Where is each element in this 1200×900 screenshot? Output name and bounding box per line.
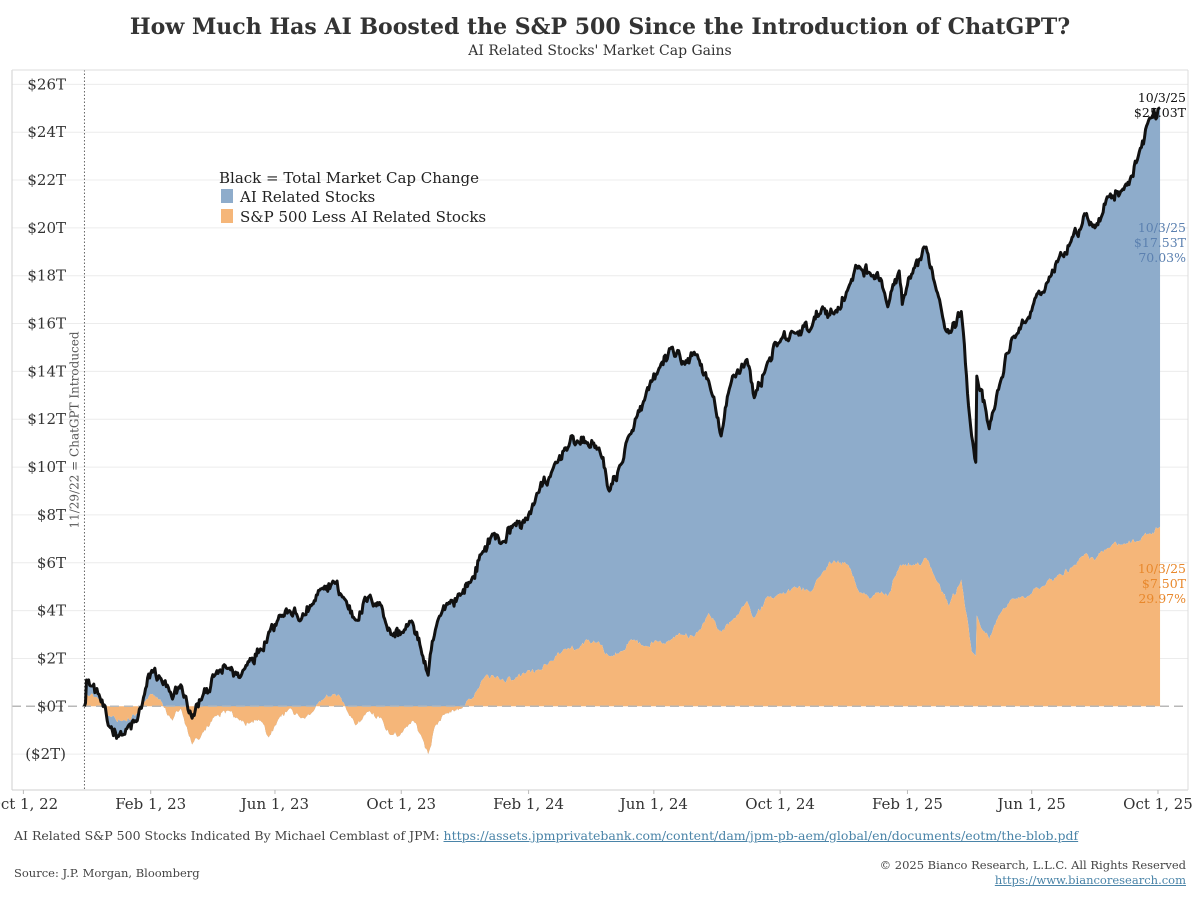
website-link[interactable]: https://www.biancoresearch.com	[994, 873, 1186, 887]
legend-header: Black = Total Market Cap Change	[219, 169, 479, 187]
total-market-cap-line	[83, 106, 1161, 740]
x-tick-label: Oct 1, 23	[366, 795, 436, 813]
y-tick-label: $10T	[27, 458, 66, 476]
footnote-link[interactable]: https://assets.jpmprivatebank.com/conten…	[443, 828, 1079, 843]
y-tick-label: $8T	[37, 506, 66, 524]
total-line	[83, 106, 1161, 740]
x-tick-label: Feb 1, 23	[115, 795, 186, 813]
y-tick-label: $16T	[27, 315, 66, 333]
end-label-non-ai-value: $7.50T	[1142, 576, 1187, 591]
end-label-ai-pct: 70.03%	[1138, 250, 1186, 265]
y-tick-label: $26T	[27, 75, 66, 93]
chart-title: How Much Has AI Boosted the S&P 500 Sinc…	[129, 14, 1071, 40]
y-tick-label: $4T	[37, 602, 66, 620]
x-tick-label: Jun 1, 23	[239, 795, 309, 813]
legend-label-non-ai: S&P 500 Less AI Related Stocks	[240, 208, 486, 226]
x-tick-label: Feb 1, 24	[493, 795, 564, 813]
chatgpt-vline: 11/29/22 = ChatGPT Introduced	[67, 70, 85, 790]
x-tick-label: Feb 1, 25	[872, 795, 943, 813]
legend-swatch-non-ai	[221, 209, 233, 223]
market-cap-chart: 11/29/22 = ChatGPT Introduced ($2T) $0T $2…	[0, 69, 1193, 813]
source-note: Source: J.P. Morgan, Bloomberg	[14, 866, 200, 880]
y-axis-ticks: ($2T) $0T $2T $4T $6T $8T $10T $12T $14T $16T $18T…	[25, 75, 66, 763]
y-tick-label: $24T	[27, 123, 66, 141]
axes	[11, 69, 1189, 791]
chatgpt-vline-label: 11/29/22 = ChatGPT Introduced	[67, 331, 81, 528]
chart-subtitle: AI Related Stocks' Market Cap Gains	[468, 43, 732, 59]
legend-label-ai: AI Related Stocks	[239, 188, 375, 206]
y-tick-label: $20T	[27, 219, 66, 237]
y-tick-label: $14T	[27, 362, 66, 380]
y-tick-label: $2T	[37, 649, 66, 667]
footnote: AI Related S&P 500 Stocks Indicated By M…	[14, 828, 1078, 843]
x-tick-label: Jun 1, 25	[996, 795, 1066, 813]
y-tick-label: $12T	[27, 410, 66, 428]
end-labels: 10/3/25$25.03T10/3/25$17.53T70.03%10/3/2…	[1134, 90, 1187, 606]
x-tick-label: Oct 1, 22	[0, 795, 58, 813]
ai-related-area	[84, 107, 1161, 755]
end-label-total-value: $25.03T	[1134, 105, 1187, 120]
end-label-total-date: 10/3/25	[1138, 90, 1186, 105]
copyright-block: © 2025 Bianco Research, L.L.C. All Right…	[880, 858, 1186, 888]
y-tick-label: $0T	[37, 697, 66, 715]
y-tick-label: ($2T)	[25, 745, 66, 763]
x-tick-label: Oct 1, 25	[1123, 795, 1193, 813]
x-tick-label: Jun 1, 24	[618, 795, 688, 813]
end-label-ai-value: $17.53T	[1134, 235, 1187, 250]
area-series	[84, 107, 1161, 755]
footnote-text: AI Related S&P 500 Stocks Indicated By M…	[14, 828, 444, 843]
y-tick-label: $22T	[27, 171, 66, 189]
non-ai-area	[84, 526, 1161, 755]
x-axis-ticks: Oct 1, 22 Feb 1, 23 Jun 1, 23 Oct 1, 23 Feb …	[0, 790, 1193, 813]
copyright-text: © 2025 Bianco Research, L.L.C. All Right…	[879, 858, 1186, 872]
end-label-ai-date: 10/3/25	[1138, 220, 1186, 235]
y-tick-label: $18T	[27, 267, 66, 285]
end-label-non-ai-pct: 29.97%	[1138, 591, 1186, 606]
y-tick-label: $6T	[37, 554, 66, 572]
end-label-non-ai-date: 10/3/25	[1138, 561, 1186, 576]
x-tick-label: Oct 1, 24	[745, 795, 815, 813]
legend-swatch-ai	[221, 189, 233, 203]
